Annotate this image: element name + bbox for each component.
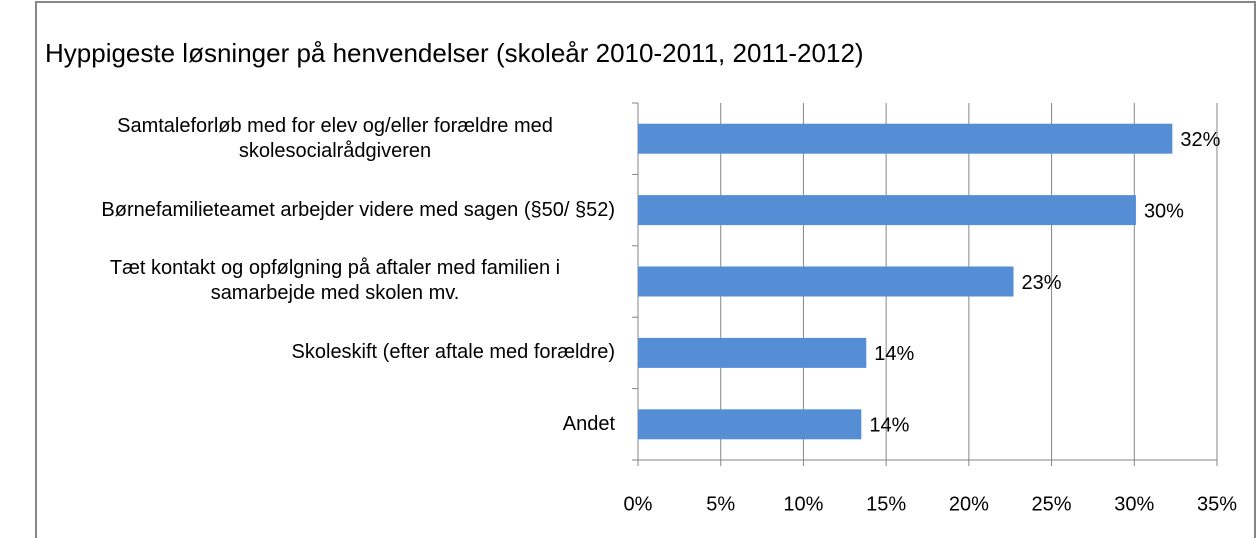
bar (638, 409, 862, 440)
y-tick-label: Børnefamilieteamet arbejder videre med s… (101, 198, 615, 221)
bar (638, 123, 1173, 154)
category-label-box: Samtaleforløb med for elev og/eller foræ… (35, 103, 615, 174)
y-tick-label: Andet (562, 412, 615, 435)
bar (638, 266, 1014, 297)
x-tick-label: 10% (783, 493, 823, 515)
x-tick-label: 30% (1114, 493, 1154, 515)
y-tick-label: Samtaleforløb med for elev og/eller foræ… (117, 114, 553, 162)
x-tick-label: 35% (1197, 493, 1237, 515)
y-tick-label: Tæt kontakt og opfølgning på aftaler med… (109, 257, 561, 305)
data-label: 23% (1022, 272, 1062, 294)
category-label-box: Tæt kontakt og opfølgning på aftaler med… (35, 246, 615, 317)
x-tick-label: 0% (624, 493, 653, 515)
bar (638, 337, 867, 368)
data-label: 14% (869, 415, 909, 437)
data-label: 32% (1180, 129, 1220, 151)
data-label: 14% (874, 343, 914, 365)
y-tick-label: Skoleskift (efter aftale med forældre) (291, 341, 615, 364)
bar (638, 195, 1136, 226)
category-label-box: Andet (35, 389, 615, 460)
data-label: 30% (1144, 200, 1184, 222)
x-tick-label: 15% (866, 493, 906, 515)
chart-title: Hyppigeste løsninger på henvendelser (sk… (45, 38, 864, 68)
x-tick-label: 20% (949, 493, 989, 515)
category-label-box: Skoleskift (efter aftale med forældre) (35, 317, 615, 388)
x-tick-label: 5% (706, 493, 735, 515)
x-tick-label: 25% (1032, 493, 1072, 515)
category-label-box: Børnefamilieteamet arbejder videre med s… (35, 174, 615, 245)
